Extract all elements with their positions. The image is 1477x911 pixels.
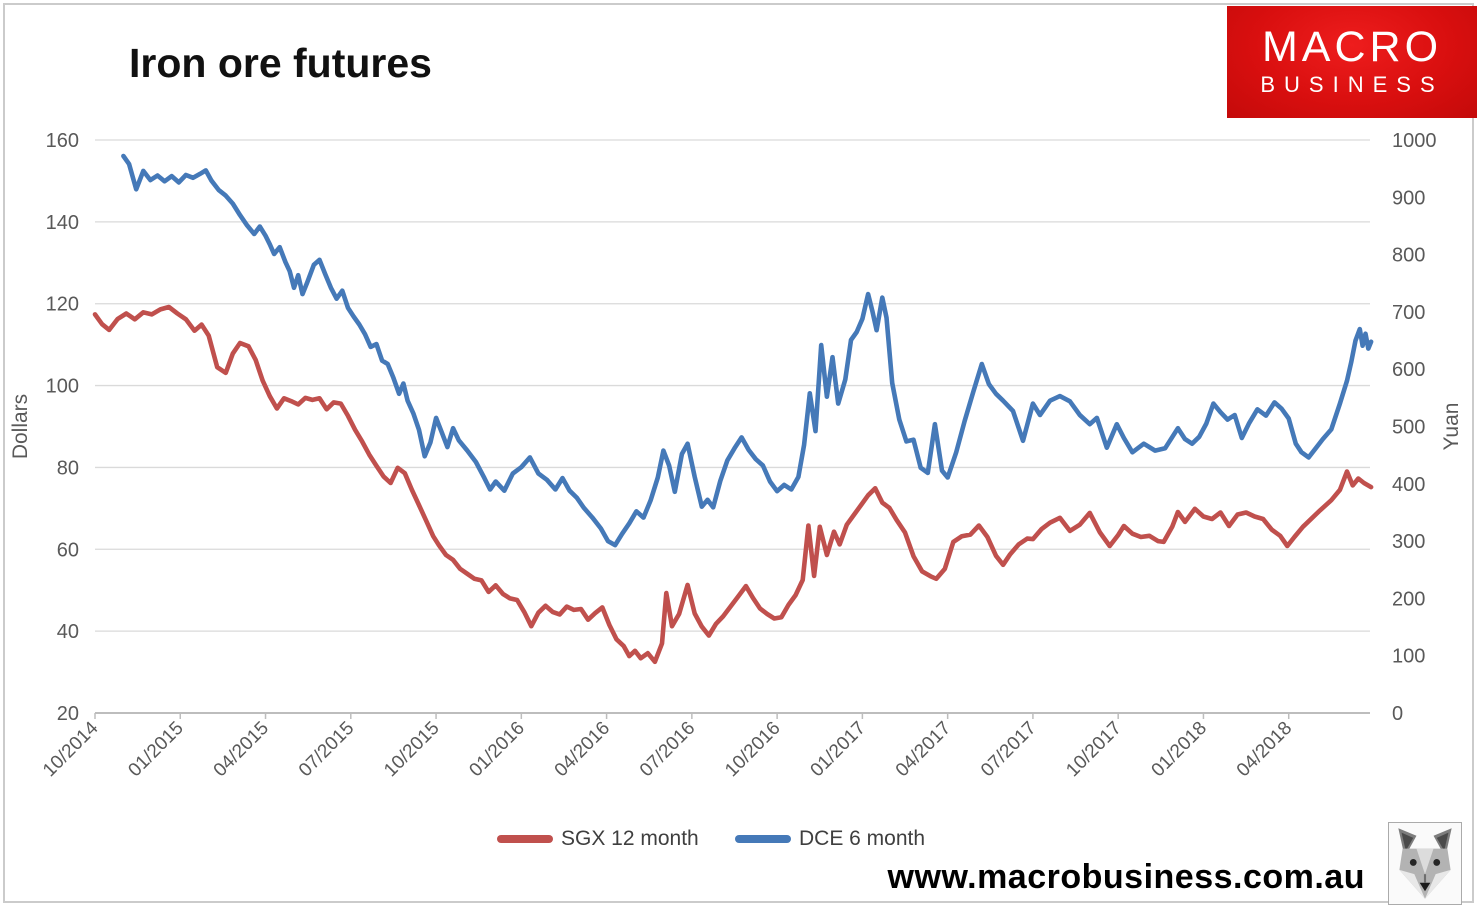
x-tick-label: 01/2016 bbox=[465, 718, 528, 781]
right-axis-tick-label: 400 bbox=[1392, 474, 1425, 496]
fox-logo-image bbox=[1388, 822, 1462, 905]
legend-swatch-dce bbox=[735, 835, 791, 843]
right-axis-tick-label: 800 bbox=[1392, 245, 1425, 267]
legend-label-dce: DCE 6 month bbox=[799, 827, 926, 850]
left-axis-tick-label: 20 bbox=[57, 703, 79, 725]
x-tick-label: 04/2015 bbox=[210, 718, 273, 781]
x-tick-label: 01/2015 bbox=[124, 718, 187, 781]
right-axis-tick-label: 1000 bbox=[1392, 130, 1437, 152]
x-tick-label: 10/2016 bbox=[721, 718, 784, 781]
left-axis-tick-label: 100 bbox=[46, 376, 79, 398]
x-tick-label: 04/2017 bbox=[892, 718, 955, 781]
x-tick-label: 07/2015 bbox=[295, 718, 358, 781]
x-tick-label: 10/2017 bbox=[1062, 718, 1125, 781]
left-axis-tick-label: 40 bbox=[57, 621, 79, 643]
legend-item-sgx: SGX 12 month bbox=[497, 827, 699, 851]
logo-text-macro: MACRO bbox=[1261, 23, 1443, 71]
right-axis-tick-label: 600 bbox=[1392, 359, 1425, 381]
fox-icon bbox=[1398, 828, 1452, 899]
series-line-dce-6-month bbox=[121, 153, 1374, 548]
macrobusiness-logo: MACRO BUSINESS bbox=[1227, 6, 1477, 118]
legend-swatch-sgx bbox=[497, 835, 553, 843]
website-url: www.macrobusiness.com.au bbox=[887, 858, 1365, 896]
x-tick-label: 10/2015 bbox=[380, 718, 443, 781]
left-axis-tick-label: 140 bbox=[46, 212, 79, 234]
x-tick-label: 04/2016 bbox=[551, 718, 614, 781]
chart-legend: SGX 12 month DCE 6 month bbox=[0, 827, 1477, 853]
left-axis-tick-label: 160 bbox=[46, 130, 79, 152]
chart-title: Iron ore futures bbox=[129, 40, 432, 86]
right-axis-tick-label: 100 bbox=[1392, 646, 1425, 668]
x-tick-label: 10/2014 bbox=[39, 717, 103, 781]
right-axis-tick-label: 200 bbox=[1392, 588, 1425, 610]
x-tick-label: 01/2017 bbox=[807, 718, 870, 781]
legend-item-dce: DCE 6 month bbox=[735, 827, 925, 851]
right-axis-tick-label: 300 bbox=[1392, 531, 1425, 553]
right-axis-tick-label: 500 bbox=[1392, 417, 1425, 439]
x-tick-label: 07/2016 bbox=[636, 718, 699, 781]
right-axis-title: Yuan bbox=[1440, 403, 1463, 451]
logo-text-business: BUSINESS bbox=[1260, 72, 1444, 97]
left-axis-title: Dollars bbox=[9, 394, 32, 459]
x-tick-label: 04/2018 bbox=[1233, 718, 1296, 781]
right-axis-tick-label: 700 bbox=[1392, 302, 1425, 324]
x-tick-label: 01/2018 bbox=[1148, 718, 1211, 781]
right-axis-tick-label: 0 bbox=[1392, 703, 1403, 725]
legend-label-sgx: SGX 12 month bbox=[561, 827, 699, 850]
left-axis-tick-label: 80 bbox=[57, 457, 79, 479]
x-tick-label: 07/2017 bbox=[977, 718, 1040, 781]
series-line-sgx-12-month bbox=[92, 304, 1374, 665]
left-axis-tick-label: 60 bbox=[57, 539, 79, 561]
right-axis-tick-label: 900 bbox=[1392, 187, 1425, 209]
left-axis-tick-label: 120 bbox=[46, 294, 79, 316]
